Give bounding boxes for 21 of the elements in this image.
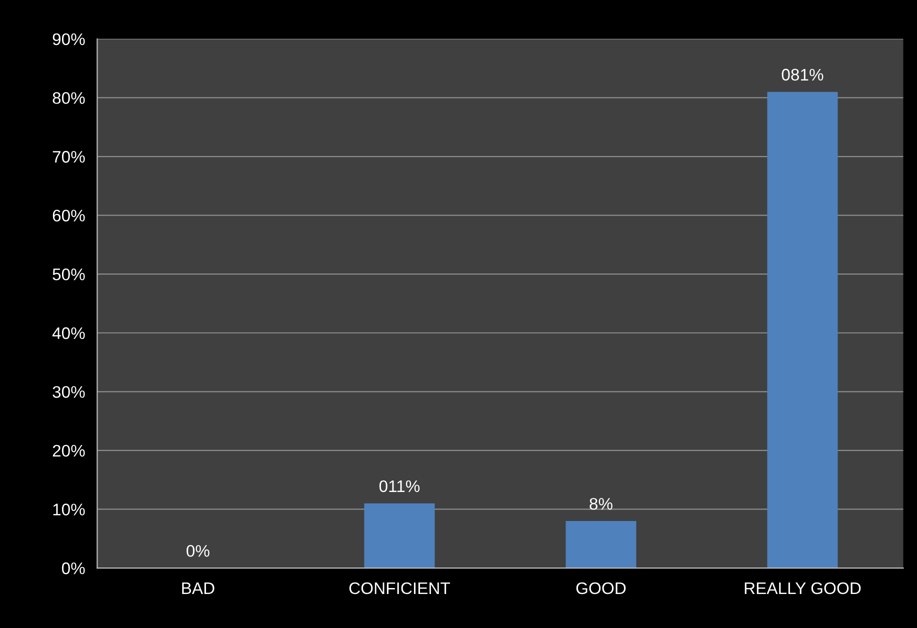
y-tick-label: 70% bbox=[52, 150, 85, 163]
y-tick-label: 10% bbox=[53, 504, 85, 516]
y-tick-label: 30% bbox=[52, 386, 85, 398]
y-tick-label: 20% bbox=[52, 444, 85, 457]
y-tick-label: 60% bbox=[52, 210, 85, 222]
y-tick-label: 90% bbox=[52, 33, 85, 46]
x-tick-label: REALLY GOOD bbox=[744, 582, 861, 594]
x-tick-label: GOOD bbox=[576, 582, 626, 594]
y-tick-label: 0% bbox=[62, 562, 85, 574]
data-label: 8% bbox=[590, 498, 612, 510]
x-tick-label: BAD bbox=[182, 582, 214, 594]
bar bbox=[767, 92, 838, 568]
bar bbox=[566, 520, 636, 568]
data-label: 011% bbox=[379, 480, 420, 492]
data-label: 0% bbox=[186, 544, 210, 557]
y-tick-label: 50% bbox=[52, 268, 85, 280]
data-label: 081% bbox=[782, 68, 824, 81]
x-tick-label: CONFICIENT bbox=[349, 582, 450, 594]
y-tick-label: 80% bbox=[52, 92, 85, 104]
bar bbox=[364, 503, 435, 568]
y-tick-label: 40% bbox=[52, 327, 85, 340]
